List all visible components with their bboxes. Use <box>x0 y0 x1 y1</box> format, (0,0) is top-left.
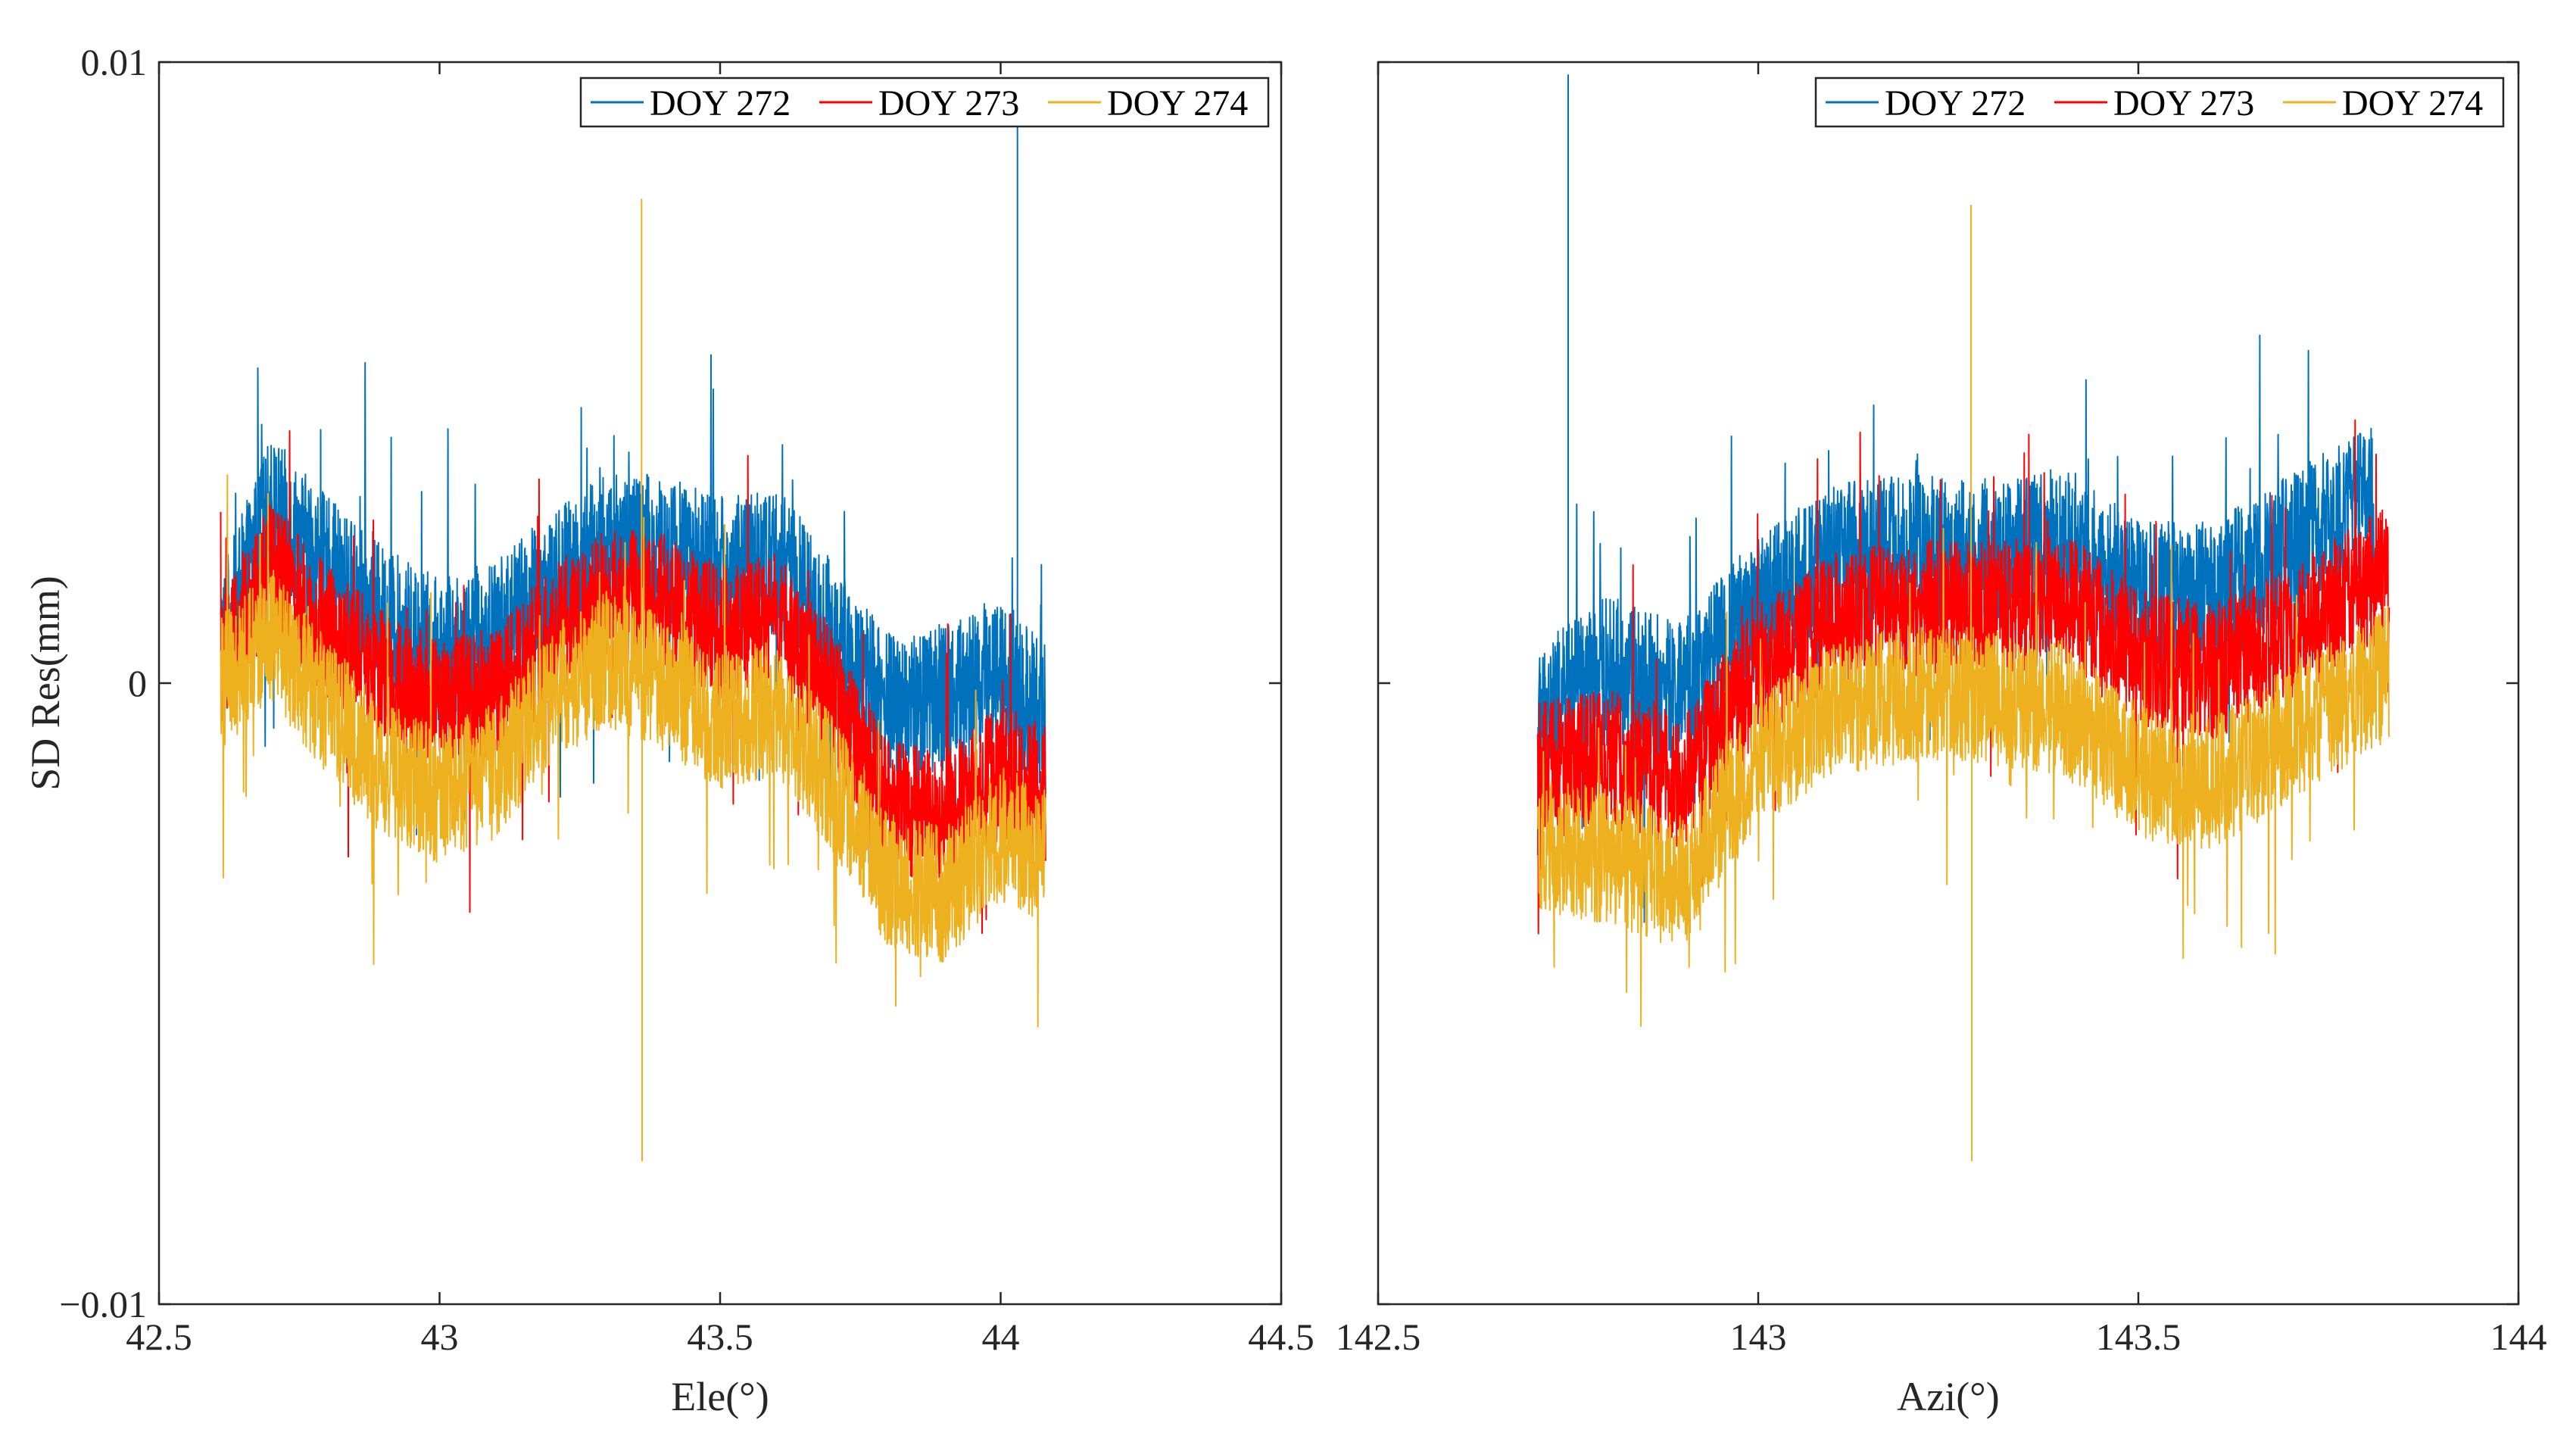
left-xlabel: Ele(°) <box>671 1374 769 1419</box>
right-xtick-label: 143 <box>1730 1316 1787 1358</box>
right-series-doy273 <box>1536 419 2390 935</box>
left-xtick-label: 44 <box>982 1316 1020 1358</box>
left-xtick-label: 44.5 <box>1248 1316 1315 1358</box>
right-legend-box <box>1814 76 2505 128</box>
left-legend: DOY 272 DOY 273 DOY 274 <box>579 76 1270 128</box>
left-ytick-label: 0.01 <box>81 41 148 83</box>
left-legend-label-doy274: DOY 274 <box>1107 83 1248 123</box>
right-ticks: 142.5 143 143.5 144 <box>1336 61 2547 1358</box>
right-xlabel: Azi(°) <box>1897 1374 2000 1419</box>
right-series-doy274 <box>1536 204 2390 1162</box>
right-panel: 142.5 143 143.5 144 Azi(°) DOY 272 DOY 273 … <box>1336 61 2547 1419</box>
right-legend-label-doy273: DOY 273 <box>2113 83 2254 123</box>
left-ticks: 42.5 43 43.5 44 44.5 −0.01 0 0.01 <box>59 41 1314 1358</box>
left-series-doy273 <box>220 430 1046 935</box>
left-ytick-label: 0 <box>128 662 147 704</box>
left-panel: 42.5 43 43.5 44 44.5 −0.01 0 0.01 SD Res(mm) El… <box>23 41 1315 1419</box>
right-xtick-label: 142.5 <box>1336 1316 1421 1358</box>
left-xtick-label: 42.5 <box>126 1316 192 1358</box>
right-legend-label-doy272: DOY 272 <box>1885 83 2026 123</box>
left-series-layer <box>220 93 1046 1162</box>
left-ylabel: SD Res(mm) <box>23 576 68 791</box>
left-series-doy274 <box>220 198 1046 1162</box>
left-legend-label-doy273: DOY 273 <box>878 83 1019 123</box>
left-ytick-label: −0.01 <box>59 1283 147 1325</box>
left-legend-box <box>579 76 1270 128</box>
left-xtick-label: 43 <box>421 1316 459 1358</box>
left-xtick-label: 43.5 <box>687 1316 753 1358</box>
right-legend: DOY 272 DOY 273 DOY 274 <box>1814 76 2505 128</box>
right-xtick-label: 143.5 <box>2096 1316 2181 1358</box>
right-series-layer <box>1536 74 2390 1162</box>
right-xtick-label: 144 <box>2490 1316 2547 1358</box>
left-legend-label-doy272: DOY 272 <box>650 83 791 123</box>
right-legend-label-doy274: DOY 274 <box>2342 83 2483 123</box>
